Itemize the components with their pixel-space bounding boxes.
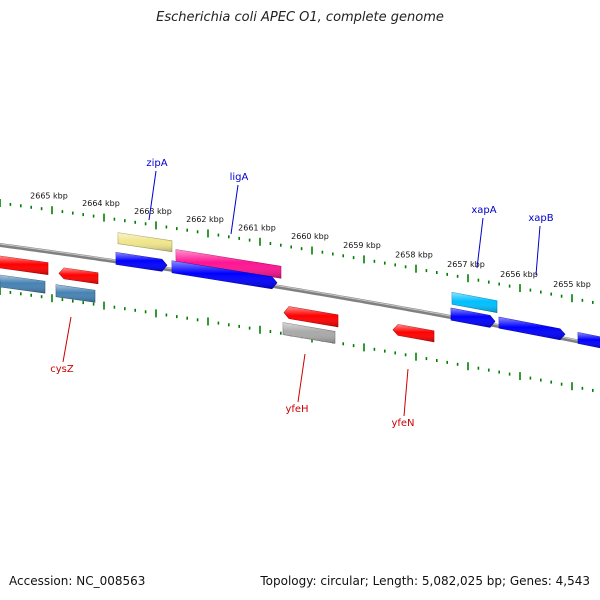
yfeH-cds-feature[interactable] [283,306,339,328]
scale-label: 2658 kbp [395,250,433,259]
cysZ-feature-feature[interactable] [0,274,46,294]
label-leader-line [148,170,157,221]
forward-cds-1-feature[interactable] [115,252,168,272]
gene-label-bottom[interactable]: cysZ [50,364,74,375]
label-leader-line [297,353,306,403]
label-leader-line [403,368,409,417]
scale-label: 2663 kbp [134,207,172,216]
reverse-cds-2-feature[interactable] [58,267,99,285]
gene-label-top[interactable]: xapB [528,213,553,224]
scale-label: 2664 kbp [82,199,120,208]
forward-cds-2-feature[interactable] [171,260,278,290]
scale-label: 2662 kbp [186,215,224,224]
forward-cds-4-feature[interactable] [498,316,566,341]
forward-cds-3-feature[interactable] [450,307,496,328]
cysZ-feature-2-feature[interactable] [55,284,96,303]
yfeH-gene-feature[interactable] [282,322,336,344]
scale-label: 2660 kbp [291,232,329,241]
scale-label: 2655 kbp [553,280,591,289]
reverse-cds-1-feature[interactable] [0,255,49,275]
xapA-gene-feature[interactable] [451,291,498,314]
scale-label: 2657 kbp [447,260,485,269]
yfeN-cds-feature[interactable] [392,324,435,343]
gene-label-bottom[interactable]: yfeH [285,404,308,415]
scale-label: 2661 kbp [238,223,276,232]
topology-summary: Topology: circular; Length: 5,082,025 bp… [260,574,590,588]
label-leader-line [476,217,484,269]
map-title: Escherichia coli APEC O1, complete genom… [156,10,444,25]
accession-text: Accession: NC_008563 [9,574,146,588]
label-leader-line [535,225,541,276]
gene-label-top[interactable]: zipA [146,158,167,169]
forward-cds-5-feature[interactable] [577,332,600,349]
scale-label: 2665 kbp [30,192,68,201]
scale-label: 2656 kbp [500,270,538,279]
label-leader-line [230,184,239,235]
zipA-cds-feature[interactable] [117,232,173,253]
ligA-gene-feature[interactable] [175,249,282,279]
gene-label-top[interactable]: xapA [471,205,496,216]
gene-label-top[interactable]: ligA [230,172,249,183]
gene-label-bottom[interactable]: yfeN [391,418,414,429]
label-leader-line [62,316,72,363]
scale-label: 2659 kbp [343,241,381,250]
